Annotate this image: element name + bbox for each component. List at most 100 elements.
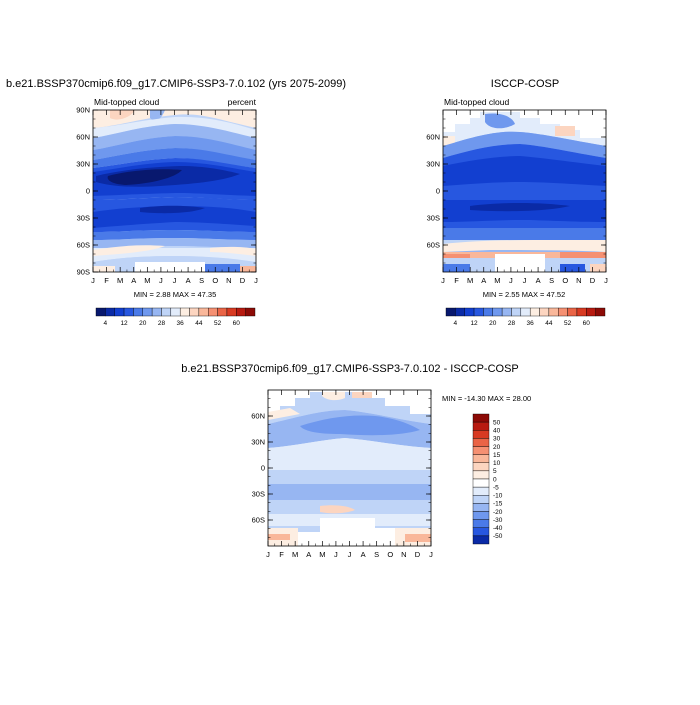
panel-diff: b.e21.BSSP370cmip6.f09_g17.CMIP6-SSP3-7.… bbox=[181, 363, 531, 559]
colorbar-model-swatch bbox=[123, 307, 134, 317]
colorbar-diff-swatch bbox=[472, 503, 490, 512]
colorbar-diff-tick-label: -5 bbox=[493, 484, 499, 491]
colorbar-model-swatch bbox=[170, 307, 181, 317]
model-y-tick-label: 60N bbox=[76, 133, 90, 142]
panel-diff-minmax: MIN = -14.30 MAX = 28.00 bbox=[442, 394, 531, 403]
colorbar-diff-tick-label: -15 bbox=[493, 501, 503, 508]
colorbar-obs-swatch bbox=[586, 307, 596, 317]
colorbar-obs-swatch bbox=[595, 307, 606, 317]
colorbar-model-swatch bbox=[161, 307, 172, 317]
colorbar-diff-swatch bbox=[472, 421, 490, 431]
obs-y-tick-label: 60N bbox=[426, 133, 440, 142]
colorbar-diff-swatch bbox=[472, 511, 490, 520]
colorbar-obs-tick-label: 20 bbox=[489, 320, 497, 327]
model-x-tick-label: J bbox=[173, 276, 177, 285]
obs-y-tick-label: 30N bbox=[426, 160, 440, 169]
colorbar-obs-tick-label: 60 bbox=[583, 320, 591, 327]
panel-model: b.e21.BSSP370cmip6.f09_g17.CMIP6-SSP3-7.… bbox=[6, 78, 346, 327]
colorbar-obs-swatch bbox=[473, 307, 484, 317]
diff-x-tick-label: A bbox=[361, 550, 366, 559]
panel-obs-minmax: MIN = 2.55 MAX = 47.52 bbox=[483, 290, 566, 299]
model-x-tick-label: A bbox=[131, 276, 136, 285]
colorbar-obs-swatch bbox=[548, 307, 559, 317]
panel-obs: ISCCP-COSP Mid-topped cloud bbox=[426, 78, 608, 327]
panel-diff-field bbox=[268, 390, 431, 546]
diff-x-tick-label: J bbox=[429, 550, 433, 559]
colorbar-obs-tick-label: 44 bbox=[545, 320, 553, 327]
obs-x-tick-label: S bbox=[549, 276, 554, 285]
diff-x-tick-label: F bbox=[279, 550, 284, 559]
obs-x-tick-label: M bbox=[467, 276, 473, 285]
model-y-tick-label: 30S bbox=[77, 214, 90, 223]
colorbar-diff-tick-label: -20 bbox=[493, 509, 503, 516]
colorbar-model-swatch bbox=[208, 307, 218, 317]
obs-x-tick-label: J bbox=[441, 276, 445, 285]
panel-obs-title: ISCCP-COSP bbox=[491, 78, 559, 90]
colorbar-obs-swatch bbox=[558, 307, 568, 317]
colorbar-diff-tick-label: 0 bbox=[493, 476, 497, 483]
diff-y-tick-label: 30S bbox=[252, 490, 265, 499]
diff-x-tick-label: A bbox=[306, 550, 311, 559]
colorbar-diff-swatch bbox=[472, 470, 490, 480]
colorbar-diff-tick-label: -40 bbox=[493, 525, 503, 532]
colorbar-model-swatch bbox=[151, 307, 162, 317]
colorbar-model-swatch bbox=[142, 307, 153, 317]
obs-x-tick-label: J bbox=[523, 276, 527, 285]
colorbar-obs-swatch bbox=[511, 307, 522, 317]
obs-x-tick-label: A bbox=[481, 276, 486, 285]
colorbar-model-tick-label: 20 bbox=[139, 320, 147, 327]
panel-model-minmax: MIN = 2.88 MAX = 47.35 bbox=[134, 290, 217, 299]
diff-x-tick-label: J bbox=[266, 550, 270, 559]
model-x-tick-label: D bbox=[240, 276, 246, 285]
colorbar-obs-swatch bbox=[455, 307, 465, 317]
colorbar-obs-tick-label: 28 bbox=[508, 320, 516, 327]
colorbar-diff-tick-label: 5 bbox=[493, 468, 497, 475]
model-x-tick-label: M bbox=[117, 276, 123, 285]
colorbar-obs-swatch bbox=[483, 307, 493, 317]
model-y-tick-label: 90N bbox=[76, 106, 90, 115]
colorbar-obs-swatch bbox=[464, 307, 475, 317]
diff-x-tick-label: M bbox=[292, 550, 298, 559]
colorbar-model-tick-label: 28 bbox=[158, 320, 166, 327]
colorbar-obs-tick-label: 12 bbox=[470, 320, 478, 327]
diff-x-tick-label: J bbox=[348, 550, 352, 559]
colorbar-model-swatch bbox=[133, 307, 143, 317]
panel-obs-field bbox=[443, 110, 606, 272]
colorbar-obs: 4 12 20 28 36 44 52 60 bbox=[445, 307, 606, 327]
colorbar-diff-tick-label: -10 bbox=[493, 493, 503, 500]
colorbar-diff-swatch bbox=[472, 438, 490, 447]
obs-x-tick-label: N bbox=[576, 276, 581, 285]
panel-model-title: b.e21.BSSP370cmip6.f09_g17.CMIP6-SSP3-7.… bbox=[6, 78, 346, 90]
colorbar-diff-swatch bbox=[472, 430, 490, 439]
colorbar-model-swatch bbox=[105, 307, 115, 317]
colorbar-diff-swatch bbox=[472, 462, 490, 472]
model-x-tick-label: A bbox=[186, 276, 191, 285]
colorbar-obs-swatch bbox=[576, 307, 587, 317]
model-x-tick-label: M bbox=[144, 276, 150, 285]
colorbar-diff-swatch bbox=[472, 535, 490, 545]
obs-y-tick-label: 0 bbox=[436, 187, 440, 196]
colorbar-model-tick-label: 52 bbox=[214, 320, 222, 327]
colorbar-model-tick-label: 4 bbox=[104, 320, 108, 327]
colorbar-obs-swatch bbox=[445, 307, 456, 317]
model-y-tick-label: 0 bbox=[86, 187, 90, 196]
model-y-tick-label: 90S bbox=[77, 268, 90, 277]
diff-x-tick-label: S bbox=[374, 550, 379, 559]
colorbar-diff-tick-label: 10 bbox=[493, 460, 501, 467]
diff-y-tick-label: 60S bbox=[252, 516, 265, 525]
colorbar-model-swatch bbox=[114, 307, 125, 317]
diff-x-tick-label: O bbox=[387, 550, 393, 559]
colorbar-model-tick-label: 12 bbox=[120, 320, 128, 327]
obs-x-tick-label: J bbox=[604, 276, 608, 285]
colorbar-obs-swatch bbox=[501, 307, 512, 317]
colorbar-diff-tick-label: 20 bbox=[493, 444, 501, 451]
diff-y-tick-label: 30N bbox=[251, 438, 265, 447]
colorbar-diff-tick-label: -50 bbox=[493, 533, 503, 540]
obs-y-tick-label: 30S bbox=[427, 214, 440, 223]
colorbar-obs-tick-label: 36 bbox=[527, 320, 535, 327]
